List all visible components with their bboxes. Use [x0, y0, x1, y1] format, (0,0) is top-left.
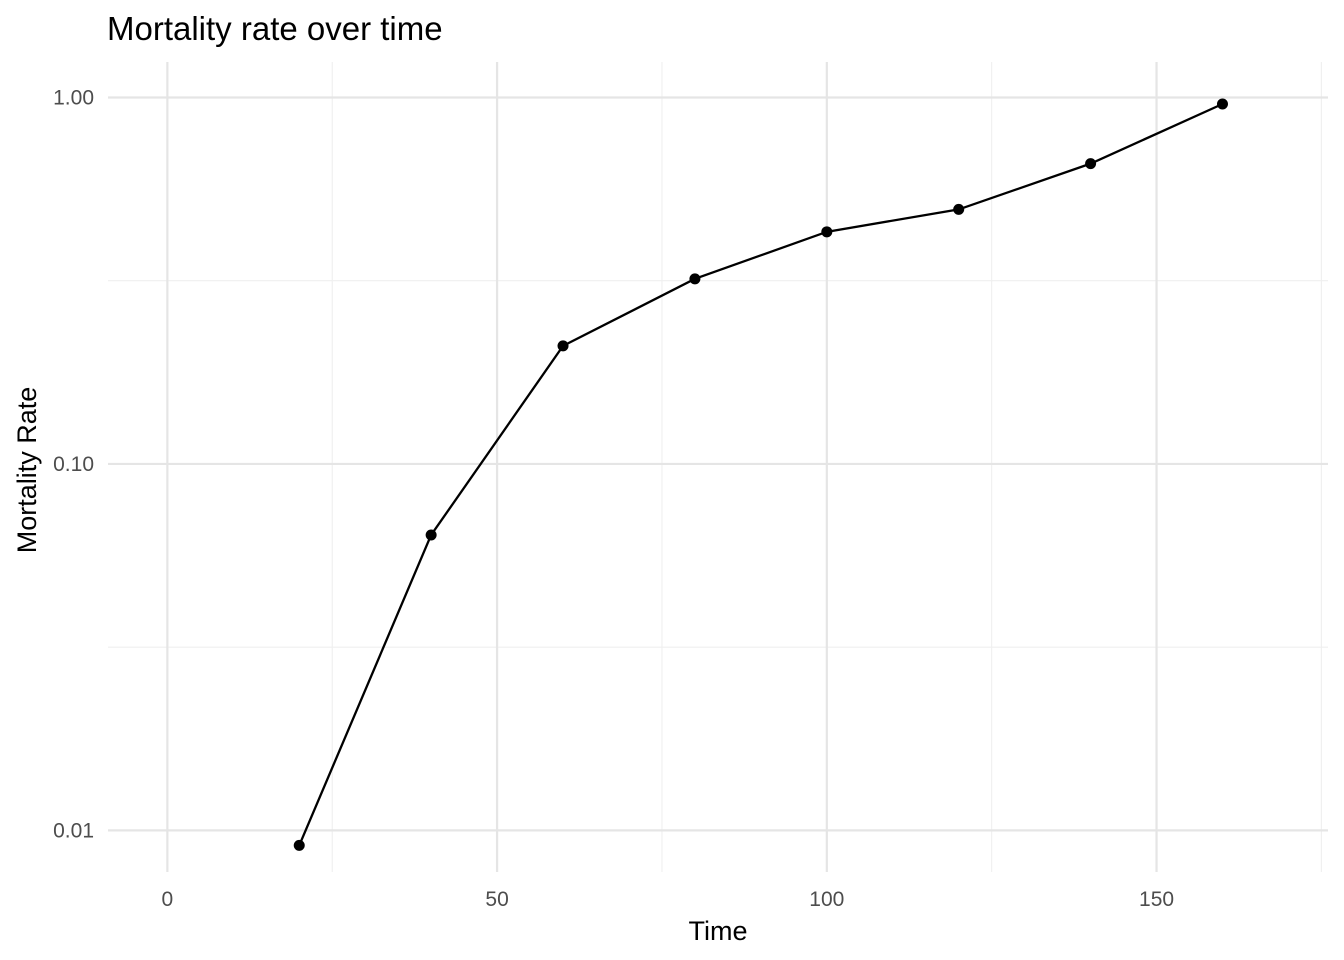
x-tick-label: 0 — [162, 888, 174, 911]
y-axis-ticks: 0.01 0.10 1.00 — [53, 87, 94, 843]
grid — [108, 62, 1328, 872]
data-point — [1216, 98, 1228, 110]
x-tick-label: 150 — [1139, 888, 1174, 911]
chart-title: Mortality rate over time — [107, 10, 443, 47]
y-tick-label: 1.00 — [53, 87, 94, 110]
y-tick-label: 0.10 — [53, 453, 94, 476]
data-point — [425, 529, 437, 541]
data-point — [557, 340, 569, 352]
y-tick-label: 0.01 — [53, 819, 94, 842]
x-tick-label: 50 — [485, 888, 508, 911]
data-point — [689, 273, 701, 285]
series-line — [298, 102, 1223, 846]
y-axis-label: Mortality Rate — [12, 387, 42, 554]
series — [293, 98, 1228, 851]
x-tick-label: 100 — [809, 888, 844, 911]
data-point — [1085, 158, 1097, 170]
x-axis-ticks: 0 50 100 150 — [162, 888, 1175, 911]
data-point — [293, 839, 305, 851]
data-point — [953, 203, 965, 215]
x-axis-label: Time — [689, 916, 748, 946]
data-point — [821, 226, 833, 238]
